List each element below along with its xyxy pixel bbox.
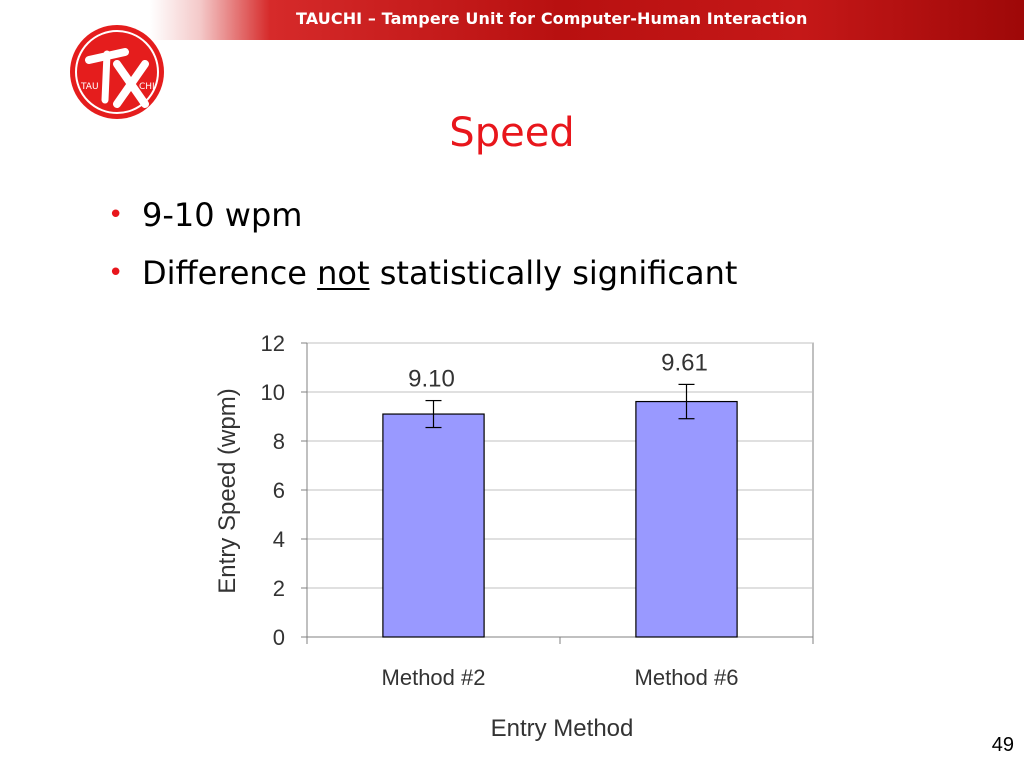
y-tick-label: 0: [273, 625, 285, 650]
logo-text-chi: CHI: [139, 82, 155, 92]
bullet-text: 9-10 wpm: [142, 196, 303, 234]
bar: [635, 400, 738, 638]
bullet-text-before: Difference: [142, 254, 318, 292]
slide-title: Speed: [449, 110, 575, 156]
bullet-item: • Difference not statistically significan…: [108, 250, 737, 308]
header-bar: [0, 0, 1024, 40]
bullet-dot-icon: •: [108, 258, 124, 288]
bar: [382, 413, 485, 638]
bullet-item: • 9-10 wpm: [108, 192, 737, 250]
y-axis-label: Entry Speed (wpm): [214, 388, 241, 593]
y-tick-label: 2: [273, 576, 285, 601]
y-tick-label: 6: [273, 478, 285, 503]
x-tick-label: Method #6: [635, 665, 739, 690]
logo-text-tau: TAU: [80, 82, 99, 92]
data-label: 9.61: [661, 349, 708, 376]
bullet-text-underlined: not: [317, 254, 370, 292]
bullet-text-after: statistically significant: [369, 254, 738, 292]
x-axis-label: Entry Method: [491, 715, 634, 742]
header-title: TAUCHI – Tampere Unit for Computer-Human…: [296, 9, 808, 28]
bullet-list: • 9-10 wpm • Difference not statistically …: [108, 192, 737, 308]
x-tick-label: Method #2: [382, 665, 486, 690]
y-tick-label: 12: [261, 331, 285, 356]
bullet-dot-icon: •: [108, 200, 124, 230]
y-tick-label: 10: [261, 380, 285, 405]
y-tick-label: 8: [273, 429, 285, 454]
y-tick-label: 4: [273, 527, 285, 552]
data-label: 9.10: [408, 366, 455, 393]
page-number: 49: [991, 734, 1014, 756]
tauchi-logo: TAU CHI: [70, 25, 164, 119]
